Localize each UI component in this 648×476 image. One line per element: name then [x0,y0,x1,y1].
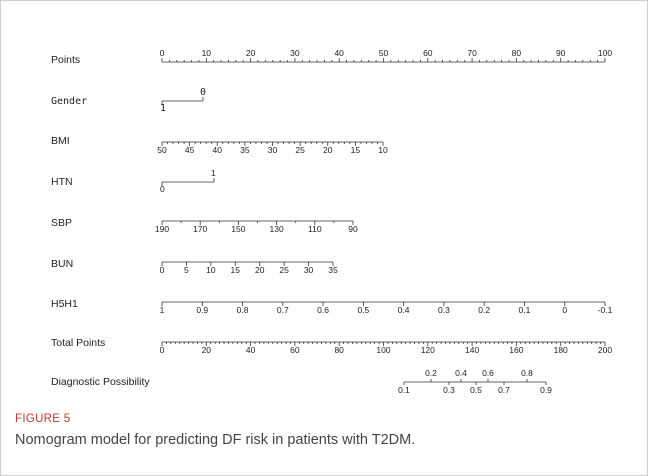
tick-label-sbp: 110 [308,224,322,234]
tick-label-total-points: 20 [202,345,212,355]
tick-label-points: 10 [202,48,212,58]
tick-label-bmi: 45 [185,145,195,155]
tick-label-diagnostic-possibility: 0.7 [498,385,510,395]
tick-label-bun: 20 [255,265,265,275]
figure-caption: Nomogram model for predicting DF risk in… [15,432,416,448]
tick-label-gender: 1 [160,103,166,114]
tick-label-points: 60 [423,48,433,58]
tick-label-diagnostic-possibility: 0.1 [398,385,410,395]
tick-label-diagnostic-possibility: 0.2 [425,368,437,378]
tick-label-sbp: 90 [348,224,358,234]
row-label-diagnostic-possibility: Diagnostic Possibility [51,376,150,388]
tick-label-bmi: 25 [295,145,305,155]
tick-label-h5h1: 1 [160,305,165,315]
row-label-bun: BUN [51,258,73,270]
tick-label-bmi: 40 [213,145,223,155]
tick-label-bun: 30 [304,265,314,275]
tick-label-total-points: 100 [376,345,390,355]
tick-label-points: 70 [467,48,477,58]
tick-label-bmi: 30 [268,145,278,155]
tick-label-bun: 25 [279,265,289,275]
tick-label-h5h1: 0.2 [478,305,490,315]
tick-label-points: 30 [290,48,300,58]
row-label-total-points: Total Points [51,337,105,349]
tick-label-points: 90 [556,48,566,58]
tick-label-h5h1: 0.6 [317,305,329,315]
tick-label-bun: 0 [160,265,165,275]
tick-label-htn: 0 [160,184,165,194]
row-label-gender: Gender [51,96,87,107]
tick-label-diagnostic-possibility: 0.8 [521,368,533,378]
tick-label-bun: 35 [328,265,338,275]
tick-label-h5h1: 0.7 [277,305,289,315]
tick-label-diagnostic-possibility: 0.5 [470,385,482,395]
tick-label-points: 0 [160,48,165,58]
tick-label-bmi: 20 [323,145,333,155]
tick-label-points: 40 [334,48,344,58]
tick-label-total-points: 200 [598,345,612,355]
tick-label-total-points: 40 [246,345,256,355]
tick-label-h5h1: 0 [562,305,567,315]
tick-label-total-points: 120 [421,345,435,355]
tick-label-diagnostic-possibility: 0.3 [443,385,455,395]
tick-label-sbp: 170 [193,224,207,234]
tick-label-h5h1: 0.5 [357,305,369,315]
tick-label-total-points: 180 [554,345,568,355]
tick-label-bun: 10 [206,265,216,275]
tick-label-diagnostic-possibility: 0.4 [455,368,467,378]
tick-label-bun: 5 [184,265,189,275]
tick-label-total-points: 60 [290,345,300,355]
row-label-h5h1: H5H1 [51,298,78,310]
tick-label-h5h1: 0.8 [237,305,249,315]
tick-label-points: 100 [598,48,612,58]
row-label-htn: HTN [51,176,73,188]
tick-label-points: 50 [379,48,389,58]
tick-label-total-points: 160 [509,345,523,355]
tick-label-total-points: 80 [334,345,344,355]
tick-label-bmi: 10 [378,145,388,155]
tick-label-sbp: 150 [231,224,245,234]
tick-label-htn: 1 [211,168,216,178]
tick-label-bun: 15 [231,265,241,275]
tick-label-points: 20 [246,48,256,58]
tick-label-bmi: 15 [351,145,361,155]
tick-label-sbp: 190 [155,224,169,234]
tick-label-bmi: 35 [240,145,250,155]
row-label-sbp: SBP [51,217,72,229]
tick-label-gender: 0 [200,87,206,98]
tick-label-h5h1: 0.9 [196,305,208,315]
tick-label-bmi: 50 [157,145,167,155]
tick-label-h5h1: -0.1 [598,305,613,315]
tick-label-total-points: 0 [160,345,165,355]
tick-label-h5h1: 0.3 [438,305,450,315]
tick-label-h5h1: 0.1 [519,305,531,315]
tick-label-diagnostic-possibility: 0.6 [482,368,494,378]
tick-label-points: 80 [512,48,522,58]
tick-label-h5h1: 0.4 [398,305,410,315]
tick-label-sbp: 130 [270,224,284,234]
figure-label: FIGURE 5 [15,413,71,425]
row-label-bmi: BMI [51,135,70,147]
row-label-points: Points [51,54,80,66]
tick-label-total-points: 140 [465,345,479,355]
tick-label-diagnostic-possibility: 0.9 [540,385,552,395]
